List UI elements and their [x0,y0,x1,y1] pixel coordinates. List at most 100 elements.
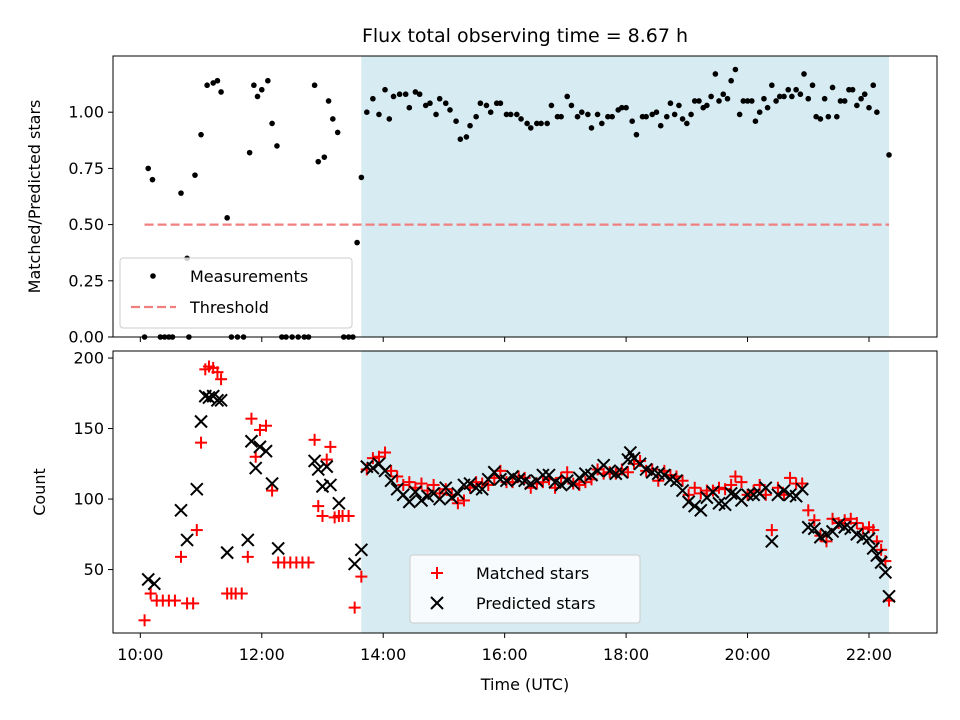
matched-star-point [355,570,368,583]
measurement-point [204,82,210,89]
top-chart-title: Flux total observing time = 8.67 h [362,25,688,47]
matched-star-point [372,450,385,463]
measurement-point [585,111,591,118]
top-legend-box [119,257,353,329]
matched-star-point [621,466,634,479]
measurement-point [764,104,771,111]
measurement-point [364,109,370,115]
measurement-point [436,95,443,102]
measurement-point [797,91,804,98]
measurement-point [588,125,595,131]
measurement-point [402,91,409,98]
measurement-point [497,100,504,107]
measurement-point [315,158,322,165]
matched-star-point [245,412,258,425]
measurement-point [704,102,710,109]
predicted-star-point [311,462,325,477]
measurement-point [813,113,819,120]
matched-star-point [838,514,851,527]
predicted-star-point [536,468,550,482]
predicted-star-point [320,459,334,474]
measurement-point [578,109,585,115]
measurement-point [433,111,439,118]
measurement-point [251,82,257,89]
measurement-point [841,98,848,104]
measurement-point [691,98,698,104]
top-y-tick-label: 0.50 [68,215,104,234]
predicted-star-point [795,482,809,496]
predicted-star-point [765,534,779,549]
measurement-point [325,98,332,104]
measurement-point [870,82,877,89]
measurement-point [477,100,484,107]
bottom-y-tick-label: 50 [84,560,104,579]
predicted-star-point [402,495,417,509]
predicted-star-point [777,483,791,498]
measurement-point [712,71,719,77]
measurement-point [829,84,836,91]
predicted-star-point [408,485,423,499]
matched-star-point [138,614,151,627]
measurement-point [258,86,265,93]
measurement-point [837,98,844,104]
measurement-point [769,82,775,89]
measurement-point [390,93,397,100]
measurement-point [805,95,812,102]
measurement-point [716,98,722,104]
measurement-point [463,134,470,140]
measurement-point [688,111,694,118]
measurement-point [684,120,690,127]
measurement-point [785,86,792,93]
matched-star-point [168,594,181,607]
predicted-star-point [657,468,672,482]
measurement-point [514,111,520,118]
predicted-star-point [874,555,888,570]
measurement-point [643,113,649,120]
measurement-point [246,149,253,156]
legend-measurements-label: Measurements [190,267,308,286]
measurement-point [834,113,840,120]
measurement-point [801,71,807,77]
bottom-legend-box [409,554,641,624]
predicted-star-point [248,461,263,475]
matched-star-point [808,514,821,527]
measurement-point [274,143,280,149]
measurement-point [858,95,864,102]
measurement-point [676,102,682,109]
predicted-star-point [694,503,708,518]
predicted-star-point [332,496,346,510]
matched-star-point [379,446,392,459]
measurement-point [192,172,198,178]
predicted-star-point [675,483,690,498]
measurement-point [503,111,510,118]
measurement-point [358,174,365,181]
measurement-point [224,215,230,221]
measurement-point [657,122,664,129]
measurement-point [507,111,514,118]
matched-star-point [324,440,337,453]
measurement-point [756,109,763,115]
predicted-star-point [414,493,429,508]
matched-star-point [713,481,726,494]
predicted-star-point [572,471,587,485]
predicted-star-point [307,454,322,468]
measurement-point [412,89,419,95]
predicted-star-point [771,488,785,502]
predicted-star-point [220,545,234,560]
predicted-star-point [882,589,896,604]
measurement-point [442,100,449,107]
x-tick-label: 22:00 [846,645,892,664]
bottom-y-axis-label: Count [30,468,49,516]
matched-star-point [316,509,329,522]
matched-star-point [241,550,254,563]
predicted-star-point [740,488,755,502]
matched-star-point [688,481,701,494]
top-x-ticks [139,337,870,342]
measurement-point [748,98,755,104]
measurement-point [457,136,464,142]
matched-star-point [312,500,325,513]
measurement-point [809,82,816,89]
predicted-star-point [147,576,161,591]
matched-star-point [682,488,695,501]
predicted-star-point [445,490,459,505]
